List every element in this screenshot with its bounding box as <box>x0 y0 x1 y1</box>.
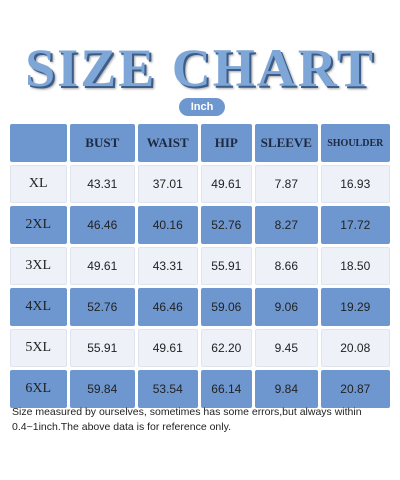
shoulder-value: 20.08 <box>320 329 390 367</box>
header-bust: BUST <box>69 124 135 162</box>
hip-value: 59.06 <box>200 288 253 326</box>
sleeve-value: 9.84 <box>255 370 318 408</box>
hip-value: 62.20 <box>200 329 253 367</box>
shoulder-value: 17.72 <box>320 206 390 244</box>
size-label: 6XL <box>10 370 67 408</box>
size-table: BUST WAIST HIP SLEEVE SHOULDER XL 43.31 … <box>10 124 390 411</box>
waist-value: 40.16 <box>138 206 198 244</box>
hip-value: 49.61 <box>200 165 253 203</box>
table-row: XL 43.31 37.01 49.61 7.87 16.93 <box>10 165 390 203</box>
table-row: 6XL 59.84 53.54 66.14 9.84 20.87 <box>10 370 390 408</box>
hip-value: 66.14 <box>200 370 253 408</box>
sleeve-value: 9.45 <box>255 329 318 367</box>
waist-value: 49.61 <box>137 329 198 367</box>
sleeve-value: 9.06 <box>255 288 318 326</box>
table-header-row: BUST WAIST HIP SLEEVE SHOULDER <box>10 124 390 162</box>
waist-value: 53.54 <box>138 370 198 408</box>
bust-value: 52.76 <box>69 288 135 326</box>
sleeve-value: 8.27 <box>255 206 318 244</box>
page-title: SIZE CHART <box>25 38 375 98</box>
waist-value: 37.01 <box>137 165 198 203</box>
sleeve-value: 8.66 <box>255 247 318 285</box>
waist-value: 46.46 <box>138 288 198 326</box>
bust-value: 46.46 <box>69 206 135 244</box>
unit-badge: Inch <box>179 98 225 116</box>
header-shoulder: SHOULDER <box>320 124 390 162</box>
shoulder-value: 20.87 <box>320 370 390 408</box>
header-sleeve: SLEEVE <box>255 124 318 162</box>
bust-value: 55.91 <box>69 329 135 367</box>
hip-value: 55.91 <box>200 247 253 285</box>
header-size <box>10 124 67 162</box>
measurement-note: Size measured by ourselves, sometimes ha… <box>12 406 362 433</box>
size-label: 4XL <box>10 288 67 326</box>
size-label: 3XL <box>10 247 67 285</box>
header-waist: WAIST <box>138 124 198 162</box>
size-label: 5XL <box>10 329 67 367</box>
bust-value: 43.31 <box>69 165 135 203</box>
shoulder-value: 18.50 <box>320 247 390 285</box>
table-row: 3XL 49.61 43.31 55.91 8.66 18.50 <box>10 247 390 285</box>
hip-value: 52.76 <box>200 206 253 244</box>
shoulder-value: 19.29 <box>320 288 390 326</box>
header-hip: HIP <box>200 124 253 162</box>
table-row: 2XL 46.46 40.16 52.76 8.27 17.72 <box>10 206 390 244</box>
bust-value: 59.84 <box>69 370 135 408</box>
size-label: 2XL <box>10 206 67 244</box>
table-row: 5XL 55.91 49.61 62.20 9.45 20.08 <box>10 329 390 367</box>
shoulder-value: 16.93 <box>320 165 390 203</box>
sleeve-value: 7.87 <box>255 165 318 203</box>
waist-value: 43.31 <box>137 247 198 285</box>
size-label: XL <box>10 165 67 203</box>
bust-value: 49.61 <box>69 247 135 285</box>
table-row: 4XL 52.76 46.46 59.06 9.06 19.29 <box>10 288 390 326</box>
